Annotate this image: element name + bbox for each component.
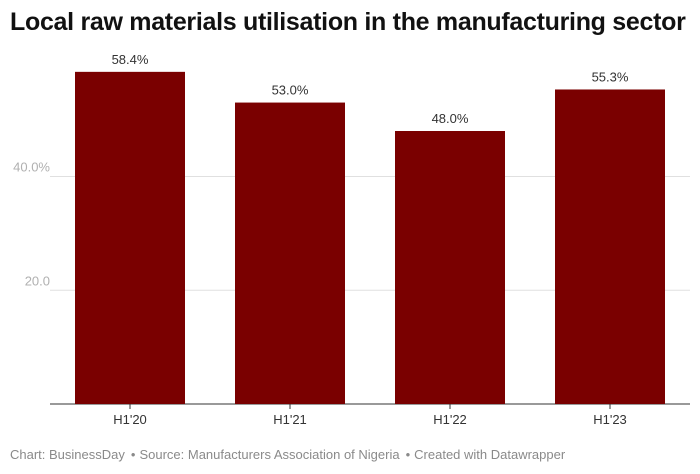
bar-value-label: 48.0% [432,111,469,126]
bar-value-label: 53.0% [272,83,309,98]
bar [395,131,505,404]
bar [235,102,345,404]
chart-footer: Chart: BusinessDay • Source: Manufacturers… [10,447,565,462]
footer-source: Source: Manufacturers Association of Nig… [139,447,400,462]
x-tick-label: H1'22 [433,412,467,427]
footer-created: Created with Datawrapper [414,447,566,462]
bar [555,89,665,404]
footer-separator: • [130,447,136,462]
chart-title: Local raw materials utilisation in the m… [10,8,686,36]
bar-value-label: 55.3% [592,69,629,84]
x-tick-label: H1'21 [273,412,307,427]
y-tick-label: 20.0 [25,273,50,288]
bar-value-label: 58.4% [112,52,149,67]
footer-credit: Chart: BusinessDay [10,447,125,462]
x-tick-label: H1'23 [593,412,627,427]
bar [75,71,185,404]
y-tick-label: 40.0% [13,160,50,175]
footer-separator: • [405,447,411,462]
x-tick-label: H1'20 [113,412,147,427]
